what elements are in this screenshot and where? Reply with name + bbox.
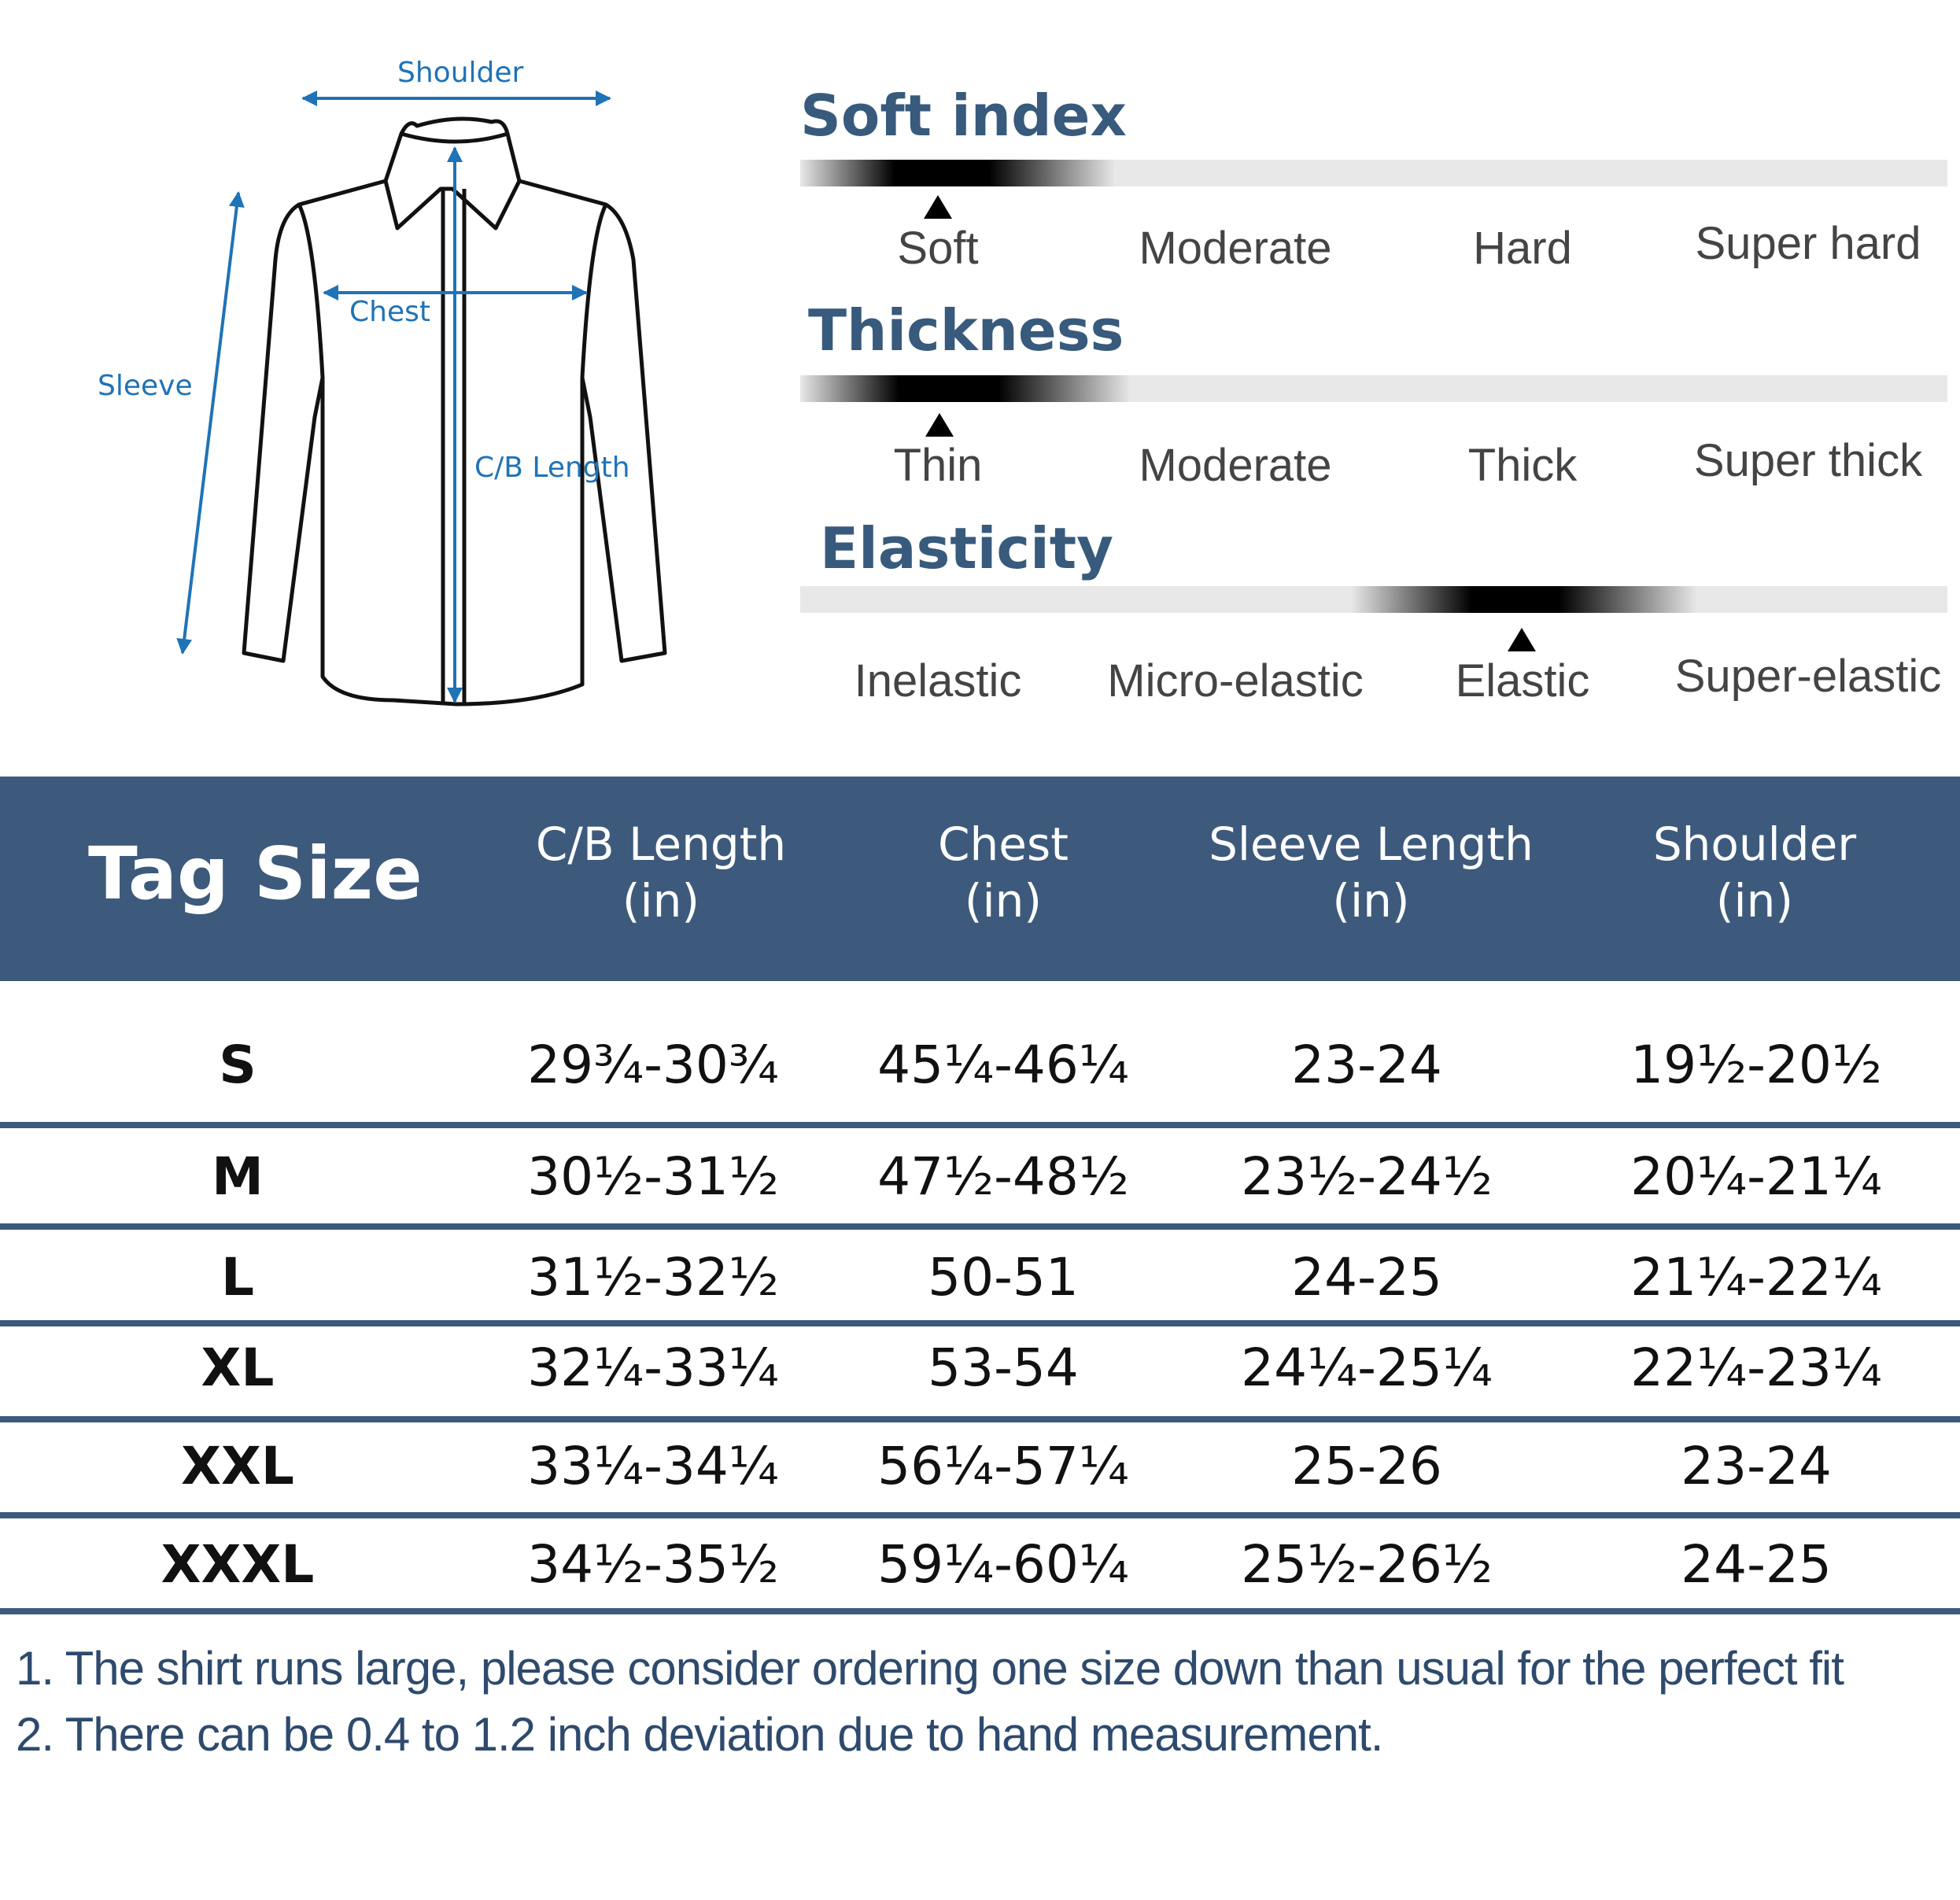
elasticity-marker-bar [1351, 586, 1697, 613]
shoulder-label: Shoulder [397, 57, 524, 89]
cell-tag-size: XL [201, 1337, 275, 1398]
column-header-label: Shoulder [1652, 817, 1857, 871]
row-divider [0, 1416, 1960, 1422]
cell-cb-length: 31½-32½ [527, 1247, 779, 1308]
column-header-shoulder: Shoulder (in) [1597, 816, 1912, 929]
thickness-track [800, 375, 1947, 402]
thickness-title: Thickness [808, 297, 1124, 363]
soft-index-track [800, 160, 1947, 186]
cell-tag-size: M [212, 1146, 264, 1207]
chest-label: Chest [349, 296, 430, 328]
row-divider [0, 1512, 1960, 1518]
column-header-label: C/B Length [535, 817, 787, 871]
cell-shoulder: 19½-20½ [1630, 1035, 1882, 1095]
thickness-marker-bar [800, 375, 1131, 402]
elasticity-option: Elastic [1455, 655, 1590, 707]
column-header-chest: Chest (in) [846, 816, 1161, 929]
elasticity-option: Micro-elastic [1107, 655, 1364, 707]
cell-tag-size: L [220, 1247, 255, 1308]
elasticity-track [800, 586, 1947, 613]
column-header-sleeve-length: Sleeve Length (in) [1180, 816, 1562, 929]
cell-cb-length: 32¼-33¼ [527, 1337, 779, 1398]
row-divider [0, 1223, 1960, 1230]
column-header-unit: (in) [1332, 874, 1410, 928]
cell-chest: 59¼-60¼ [877, 1534, 1129, 1595]
thickness-option: Thin [893, 440, 983, 491]
measure-lines [176, 90, 611, 703]
cell-tag-size: XXXL [161, 1534, 315, 1595]
column-header-unit: (in) [964, 874, 1043, 928]
soft-index-title: Soft index [800, 83, 1127, 149]
shirt-diagram [176, 90, 667, 707]
thickness-marker-icon [925, 413, 954, 437]
cell-chest: 47½-48½ [877, 1146, 1129, 1207]
column-header-cb-length: C/B Length (in) [496, 816, 826, 929]
column-header-label: Sleeve Length [1209, 817, 1534, 871]
soft-index-marker-bar [800, 160, 1115, 186]
note-2: 2. There can be 0.4 to 1.2 inch deviatio… [16, 1708, 1383, 1761]
cell-sleeve-length: 23½-24½ [1241, 1146, 1493, 1207]
cell-chest: 50-51 [928, 1247, 1079, 1308]
shirt-outline [242, 116, 667, 707]
cell-cb-length: 33¼-34¼ [527, 1436, 779, 1496]
note-1: 1. The shirt runs large, please consider… [16, 1642, 1844, 1695]
soft-index-option: Moderate [1139, 223, 1332, 274]
cell-sleeve-length: 24-25 [1291, 1247, 1442, 1308]
column-header-unit: (in) [622, 874, 700, 928]
row-divider [0, 1320, 1960, 1326]
thickness-option: Thick [1467, 440, 1578, 491]
elasticity-marker-icon [1508, 628, 1536, 651]
sleeve-label: Sleeve [98, 370, 193, 402]
cell-shoulder: 23-24 [1681, 1436, 1832, 1496]
row-divider [0, 1608, 1960, 1614]
sleeve-arrow [176, 191, 245, 655]
cell-chest: 56¼-57¼ [877, 1436, 1129, 1496]
table-header: Tag Size C/B Length (in) Chest (in) Slee… [0, 777, 1960, 981]
elasticity-option: Super-elastic [1674, 651, 1942, 702]
cell-cb-length: 34½-35½ [527, 1534, 779, 1595]
cell-sleeve-length: 25½-26½ [1241, 1534, 1493, 1595]
cell-sleeve-length: 23-24 [1291, 1035, 1442, 1095]
thickness-option: Moderate [1139, 440, 1332, 491]
thickness-option: Super thick [1693, 435, 1923, 486]
cell-chest: 53-54 [928, 1337, 1079, 1398]
cell-shoulder: 24-25 [1681, 1534, 1832, 1595]
cell-sleeve-length: 24¼-25¼ [1241, 1337, 1493, 1398]
cell-tag-size: XXL [181, 1436, 294, 1496]
column-header-unit: (in) [1715, 874, 1794, 928]
elasticity-option: Inelastic [854, 655, 1022, 707]
cell-shoulder: 21¼-22¼ [1630, 1247, 1882, 1308]
cell-shoulder: 20¼-21¼ [1630, 1146, 1882, 1207]
cell-chest: 45¼-46¼ [877, 1035, 1129, 1095]
cell-cb-length: 30½-31½ [527, 1146, 779, 1207]
cell-tag-size: S [219, 1035, 257, 1095]
cell-shoulder: 22¼-23¼ [1630, 1337, 1882, 1398]
column-header-label: Chest [938, 817, 1069, 871]
soft-index-option: Super hard [1695, 218, 1921, 269]
cb-length-label: C/B Length [474, 452, 630, 484]
elasticity-title: Elasticity [820, 515, 1114, 581]
row-divider [0, 1122, 1960, 1128]
soft-index-option: Hard [1473, 223, 1572, 274]
soft-index-marker-icon [924, 195, 952, 219]
cell-sleeve-length: 25-26 [1291, 1436, 1442, 1496]
cell-cb-length: 29¾-30¾ [527, 1035, 779, 1095]
column-header-tag-size: Tag Size [88, 832, 423, 916]
soft-index-option: Soft [897, 223, 979, 274]
